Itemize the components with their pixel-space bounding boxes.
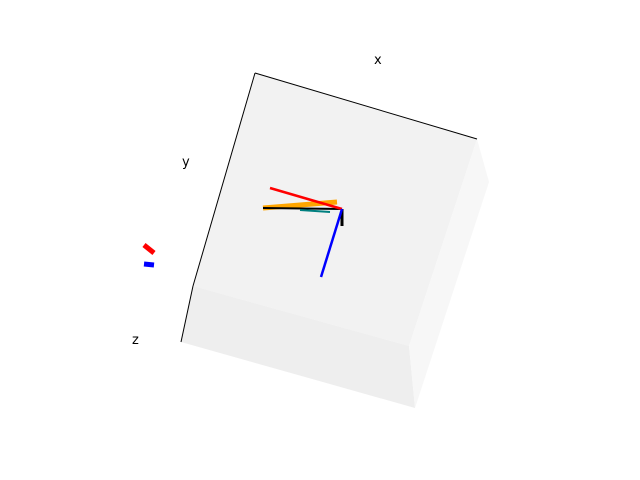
z-axis-line	[180, 285, 194, 343]
y-axis-line	[192, 72, 256, 287]
y-axis-label: y	[182, 155, 190, 170]
series-red-marker	[142, 243, 156, 255]
series-teal-line	[299, 209, 331, 213]
series-blue-marker	[143, 261, 155, 268]
x-axis-line	[254, 72, 478, 140]
pane-side-left	[181, 286, 415, 408]
z-axis-label: z	[132, 333, 139, 348]
x-axis-label: x	[374, 53, 382, 68]
series-red-line	[269, 186, 343, 211]
series-blue-line	[319, 208, 344, 278]
pane-side-right	[409, 139, 489, 408]
series-black-line-horizontal	[262, 207, 343, 210]
